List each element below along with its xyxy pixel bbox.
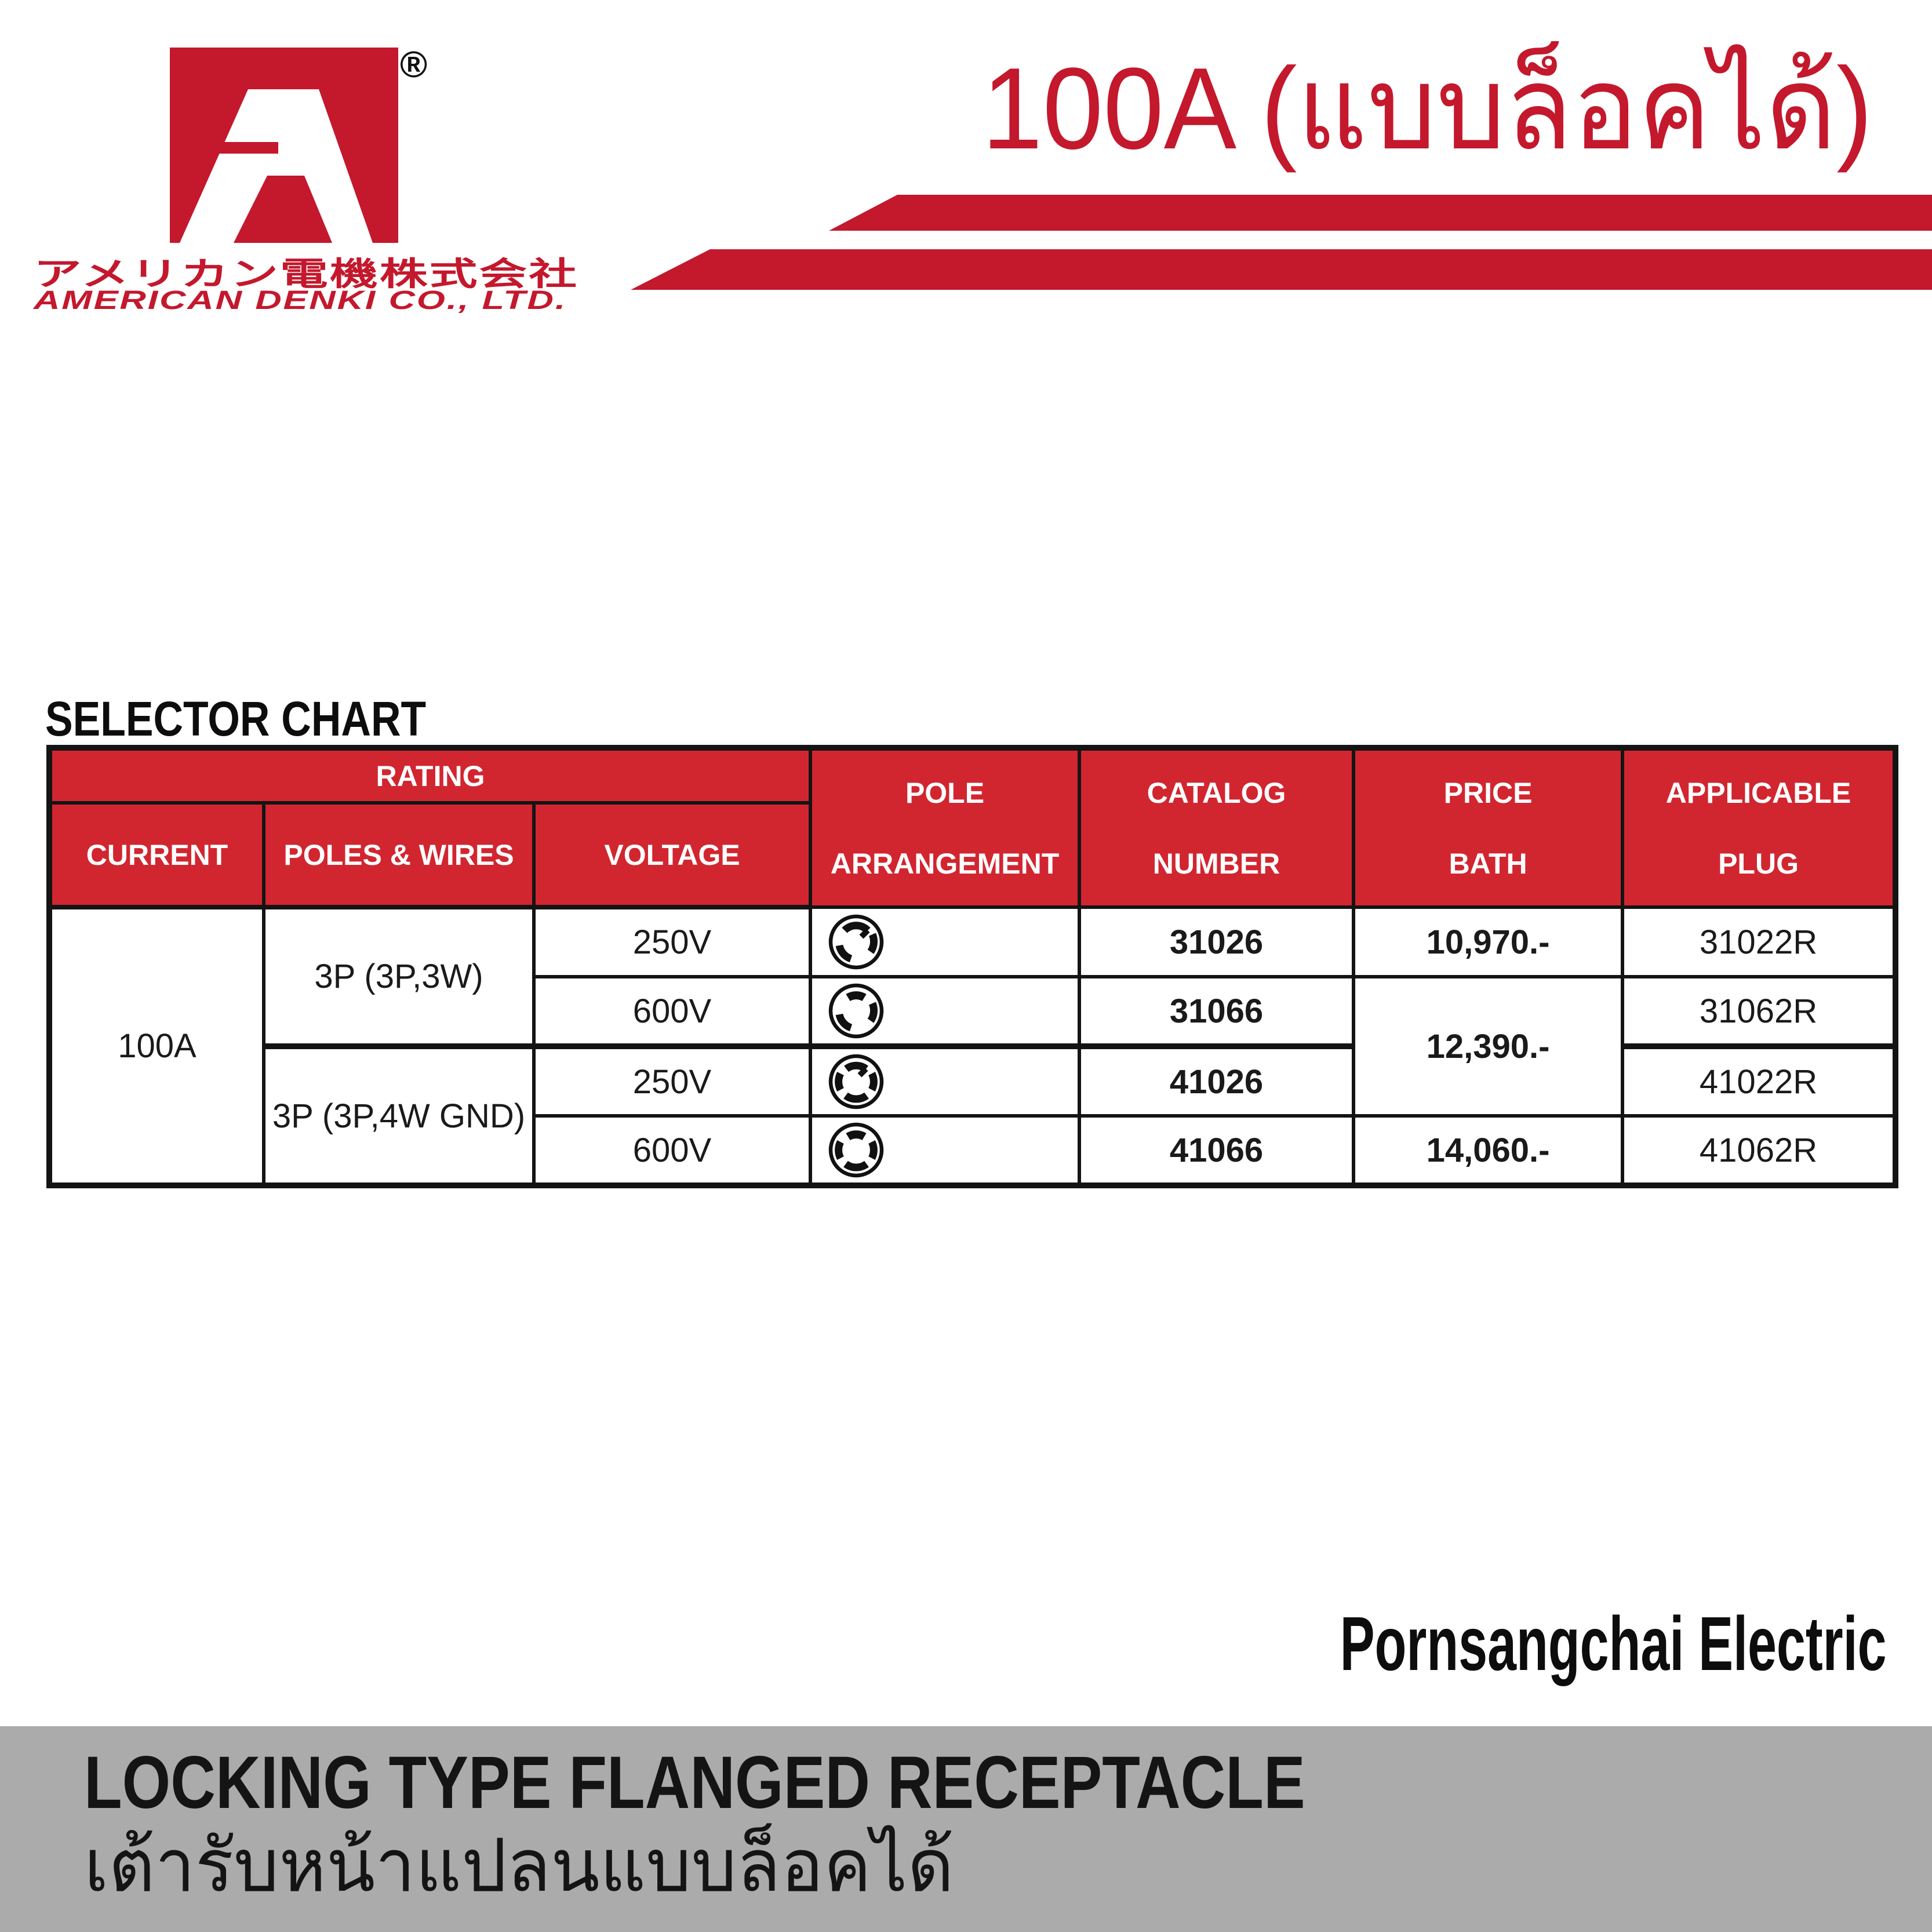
price-cell: 14,060.- (1352, 1114, 1625, 1187)
locking-receptacle-3p-3w-600v-icon (828, 983, 884, 1039)
pole-arrangement-cell (809, 1043, 1082, 1118)
stripe-top (829, 195, 1932, 231)
selector-chart-heading: SELECTOR CHART (45, 692, 427, 746)
locking-receptacle-3p-3w-250v-icon (828, 914, 884, 970)
catalog-number-cell: 31066 (1078, 975, 1356, 1048)
decorative-stripes (631, 195, 1932, 290)
table-row: 100A 3P (3P,3W) 250V 31026 10,970.- 3102… (48, 905, 1898, 1187)
column-header-line: BATH (1449, 847, 1527, 880)
price-cell: 10,970.- (1352, 905, 1625, 978)
column-header-applicable-plug: APPLICABLE PLUG (1621, 746, 1898, 909)
column-header-poles-wires: POLES & WIRES (262, 801, 536, 909)
table-subheader-row: CURRENT POLES & WIRES VOLTAGE (48, 801, 1895, 909)
column-header-line: APPLICABLE (1665, 776, 1851, 809)
poles-wires-cell: 3P (3P,4W GND) (262, 1043, 536, 1187)
registered-trademark-icon: ® (400, 43, 428, 85)
price-cell: 12,390.- (1352, 975, 1625, 1118)
column-header-price-bath: PRICE BATH (1352, 746, 1625, 909)
voltage-cell: 250V (532, 905, 813, 978)
selector-chart-table: RATING POLE ARRANGEMENT CATALOG NUMBER P… (46, 745, 1899, 1188)
column-header-catalog-number: CATALOG NUMBER (1078, 746, 1356, 909)
table-row: 3P (3P,4W GND) 250V 41026 41022R (49, 1043, 1898, 1187)
pole-arrangement-cell (809, 1114, 1082, 1187)
catalog-number-cell: 41066 (1078, 1114, 1356, 1187)
locking-receptacle-3p-4w-gnd-600v-icon (828, 1122, 884, 1178)
voltage-cell: 600V (532, 975, 813, 1048)
company-name-english: AMERICAN DENKI CO., LTD. (34, 285, 567, 315)
voltage-cell: 600V (532, 1114, 813, 1187)
applicable-plug-cell: 41062R (1621, 1114, 1898, 1187)
applicable-plug-cell: 31062R (1621, 975, 1898, 1048)
american-denki-logo-icon (170, 48, 398, 243)
catalog-number-cell: 41026 (1078, 1043, 1356, 1118)
column-header-rating: RATING (47, 746, 813, 805)
page-title: 100A (แบบล็อคได้) (982, 44, 1873, 173)
current-cell: 100A (48, 905, 265, 1187)
company-name-japanese: アメリカン電機株式会社 (34, 256, 579, 292)
column-header-line: NUMBER (1152, 847, 1280, 880)
catalog-number-cell: 31026 (1078, 905, 1356, 978)
column-header-voltage: VOLTAGE (532, 801, 813, 909)
product-title-banner (0, 1726, 1932, 1932)
column-header-line: POLE (905, 776, 985, 809)
column-header-line: PLUG (1718, 847, 1799, 880)
column-header-pole-arrangement: POLE ARRANGEMENT (809, 746, 1082, 909)
stripe-bottom (631, 249, 1932, 290)
table-row: 600V 31066 12,390.- 31062R (49, 975, 1898, 1118)
pole-arrangement-cell (809, 975, 1082, 1048)
column-header-line: PRICE (1443, 776, 1533, 809)
applicable-plug-cell: 31022R (1621, 905, 1898, 978)
poles-wires-cell: 3P (3P,3W) (262, 905, 536, 1048)
locking-receptacle-3p-4w-gnd-250v-icon (828, 1054, 884, 1109)
column-header-line: CATALOG (1147, 776, 1286, 809)
voltage-cell: 250V (532, 1043, 813, 1118)
pole-arrangement-cell (809, 905, 1082, 978)
table-header-row: RATING POLE ARRANGEMENT CATALOG NUMBER P… (47, 746, 1898, 909)
applicable-plug-cell: 41022R (1621, 1043, 1898, 1118)
distributor-name: Pornsangchai Electric (1340, 1601, 1887, 1686)
table-row: 600V 41066 14,060.- 41062R (49, 1114, 1898, 1187)
column-header-line: ARRANGEMENT (830, 847, 1060, 880)
product-title-thai: เต้ารับหน้าแปลนแบบล็อคได้ (84, 1825, 954, 1906)
product-title-english: LOCKING TYPE FLANGED RECEPTACLE (84, 1741, 1305, 1824)
column-header-current: CURRENT (48, 801, 265, 909)
